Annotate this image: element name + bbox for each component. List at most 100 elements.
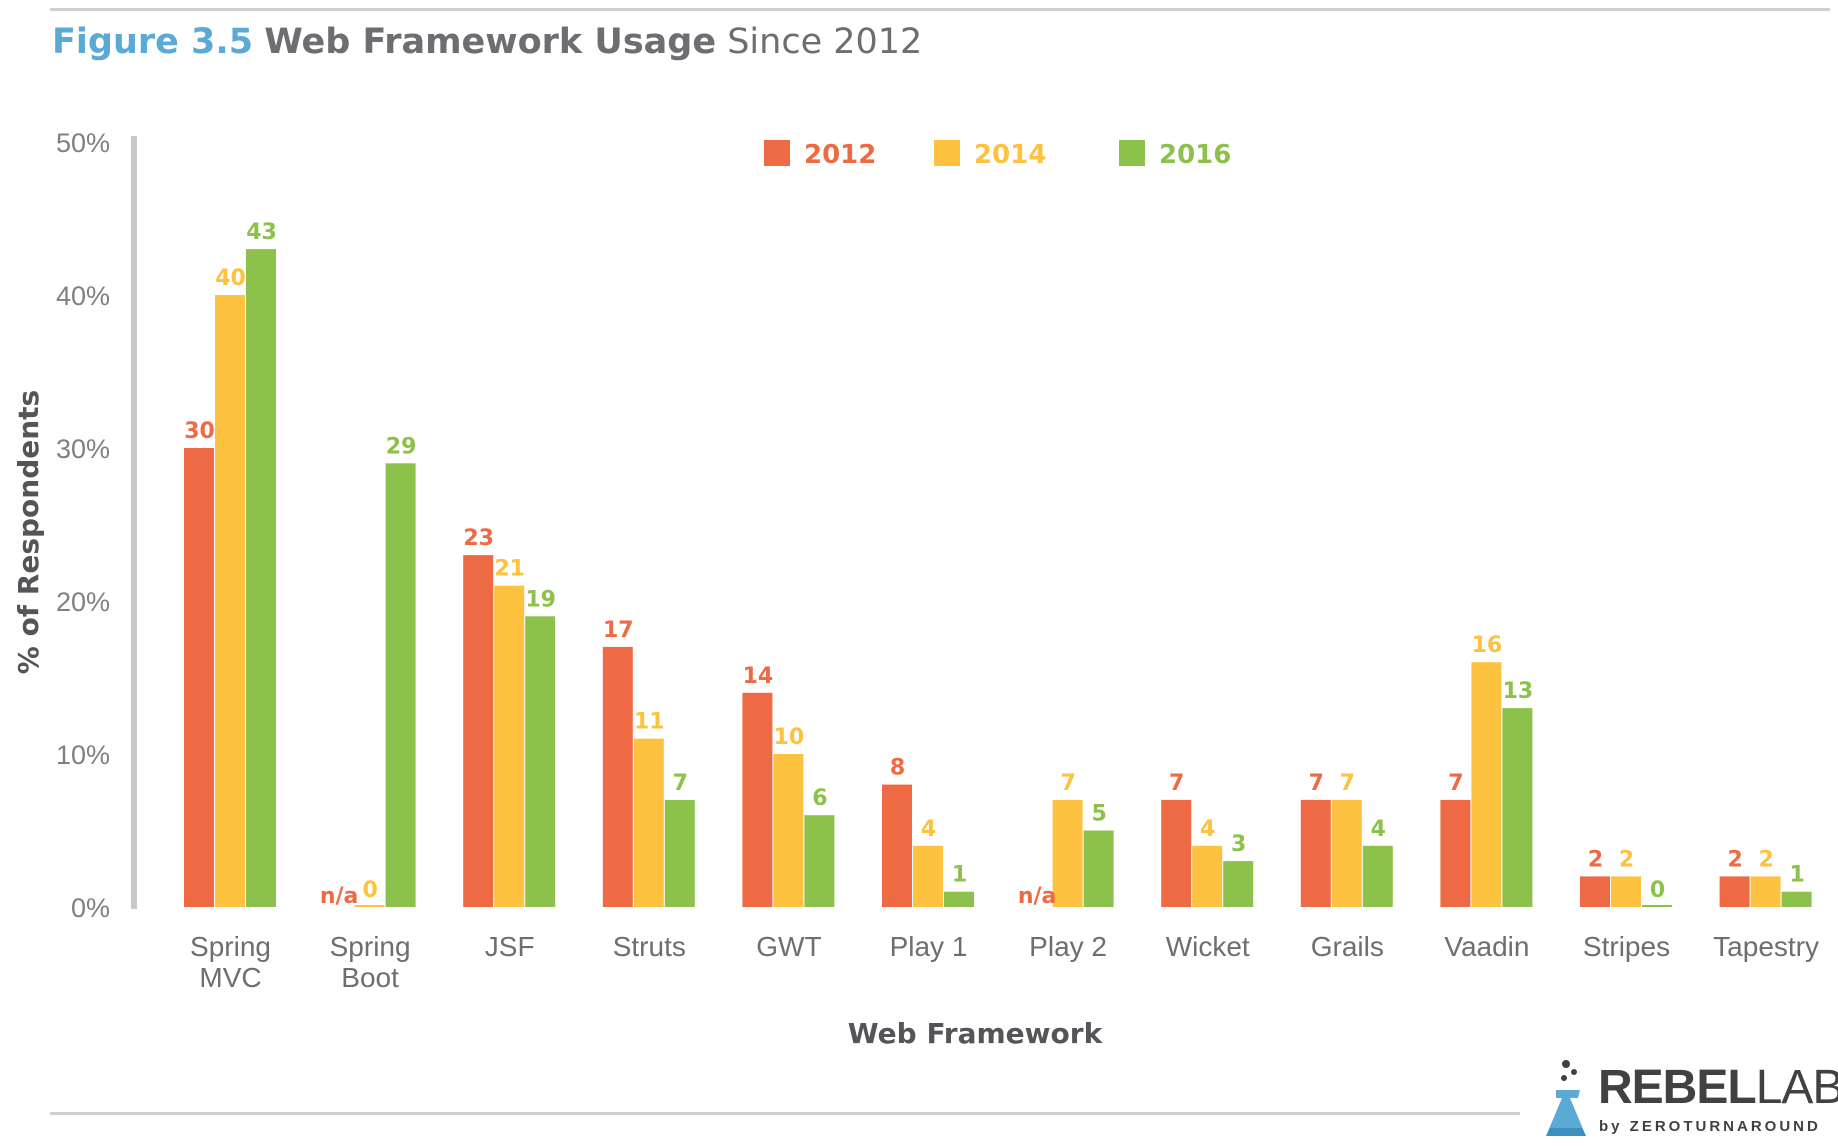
data-label-2012: 7 — [1448, 771, 1463, 796]
data-label-2016: 13 — [1503, 679, 1534, 704]
data-label-2014: 2 — [1758, 847, 1773, 872]
data-label-2016: 43 — [246, 220, 277, 245]
data-label-2014: 21 — [494, 557, 525, 582]
bar-2016 — [1083, 830, 1114, 907]
bar-2014 — [1471, 662, 1502, 907]
bar-2016 — [664, 799, 695, 907]
bar-2012 — [1440, 799, 1471, 907]
data-label-2016: 7 — [673, 771, 688, 796]
y-axis: 0% 10% 20% 30% 40% 50% — [56, 128, 137, 923]
data-label-2016: 0 — [1650, 878, 1665, 903]
bar-2012 — [882, 784, 912, 907]
bar-2014 — [773, 754, 804, 907]
legend-swatch-2016 — [1119, 140, 1145, 166]
data-label-2012: 8 — [890, 756, 905, 781]
bar-2012 — [463, 555, 494, 907]
logo-wordmark: REBELLABS — [1598, 1060, 1838, 1115]
bar-2014 — [913, 845, 943, 907]
data-label-2014: 0 — [362, 878, 377, 903]
data-label-2016: 1 — [1789, 863, 1804, 888]
y-tick-label: 20% — [56, 587, 110, 617]
figure-title-sub: Since 2012 — [727, 22, 923, 62]
figure-number: Figure 3.5 — [52, 22, 254, 62]
data-label-2012: 7 — [1309, 771, 1324, 796]
bar-2014 — [1192, 845, 1223, 907]
data-label-2016: 5 — [1091, 802, 1106, 827]
x-axis-title: Web Framework — [848, 1017, 1104, 1050]
x-category-label: Play 1 — [890, 931, 968, 962]
data-label-2012: 7 — [1169, 771, 1184, 796]
x-category-label: Vaadin — [1444, 931, 1529, 962]
x-category-label: Wicket — [1166, 931, 1250, 962]
bar-2012 — [1161, 799, 1192, 907]
bar-2014 — [1750, 876, 1781, 907]
logo-word-labs: LABS — [1755, 1061, 1838, 1114]
data-label-2016: 19 — [525, 587, 556, 612]
bar-2016 — [944, 891, 974, 907]
y-tick-label: 40% — [56, 281, 110, 311]
data-label-2012: 30 — [184, 419, 215, 444]
y-tick-label: 30% — [56, 434, 110, 464]
x-category-label: MVC — [199, 962, 261, 993]
x-category-label: Stripes — [1583, 931, 1670, 962]
data-label-2014: 11 — [634, 710, 665, 735]
figure-title: Figure 3.5 Web Framework Usage Since 201… — [52, 22, 922, 62]
bar-2012 — [1300, 799, 1331, 907]
bar-2014 — [1052, 799, 1083, 907]
bar-2014 — [354, 905, 385, 907]
data-label-2016: 4 — [1371, 817, 1386, 842]
bar-2014 — [1611, 876, 1641, 907]
data-label-2014: 7 — [1060, 771, 1075, 796]
bar-2016 — [1502, 708, 1533, 907]
data-label-2012: 17 — [603, 618, 634, 643]
x-category-label: Spring — [330, 931, 411, 962]
data-label-2012: 2 — [1588, 847, 1603, 872]
data-label-2012: 2 — [1727, 847, 1742, 872]
x-category-label: Grails — [1311, 931, 1384, 962]
bar-2014 — [494, 585, 525, 907]
bar-2016 — [1642, 905, 1672, 907]
data-label-2014: 2 — [1619, 847, 1634, 872]
x-category-label: Boot — [341, 962, 399, 993]
legend-label-2012: 2012 — [804, 140, 876, 170]
bar-2014 — [215, 295, 245, 907]
bar-2012 — [742, 692, 773, 907]
data-label-2016: 29 — [386, 434, 417, 459]
bar-2012 — [602, 646, 633, 907]
legend-swatch-2014 — [934, 140, 960, 166]
bottom-divider — [50, 1112, 1520, 1115]
data-label-2012: n/a — [320, 884, 359, 909]
bar-2016 — [1781, 891, 1812, 907]
data-label-2012: n/a — [1018, 884, 1057, 909]
bars — [184, 249, 1812, 908]
top-divider — [50, 8, 1830, 11]
x-category-label: Tapestry — [1713, 931, 1819, 962]
bar-2016 — [1223, 861, 1254, 907]
data-label-2014: 7 — [1340, 771, 1355, 796]
data-label-2014: 4 — [1200, 817, 1215, 842]
data-label-2014: 10 — [774, 725, 805, 750]
data-label-2016: 3 — [1231, 832, 1246, 857]
bar-2016 — [525, 616, 556, 907]
bar-2016 — [385, 463, 416, 907]
legend-label-2016: 2016 — [1159, 140, 1231, 170]
logo-byline: by ZEROTURNAROUND — [1599, 1118, 1821, 1135]
y-axis-title: % of Respondents — [12, 390, 45, 674]
data-label-2016: 6 — [812, 786, 827, 811]
data-label-2012: 23 — [463, 526, 494, 551]
y-tick-label: 0% — [71, 893, 110, 923]
bar-2016 — [246, 249, 276, 908]
y-tick-label: 50% — [56, 128, 110, 158]
bar-2014 — [1331, 799, 1362, 907]
figure-title-main: Web Framework Usage — [264, 22, 717, 62]
data-label-2012: 14 — [743, 664, 774, 689]
logo-word-rebel: REBEL — [1598, 1061, 1757, 1114]
bar-2016 — [1362, 845, 1393, 907]
data-label-2016: 1 — [952, 863, 967, 888]
legend: 2012 2014 2016 — [764, 140, 1231, 170]
bar-2012 — [184, 448, 214, 907]
bar-2016 — [804, 815, 835, 907]
y-tick-label: 10% — [56, 740, 110, 770]
legend-swatch-2012 — [764, 140, 790, 166]
